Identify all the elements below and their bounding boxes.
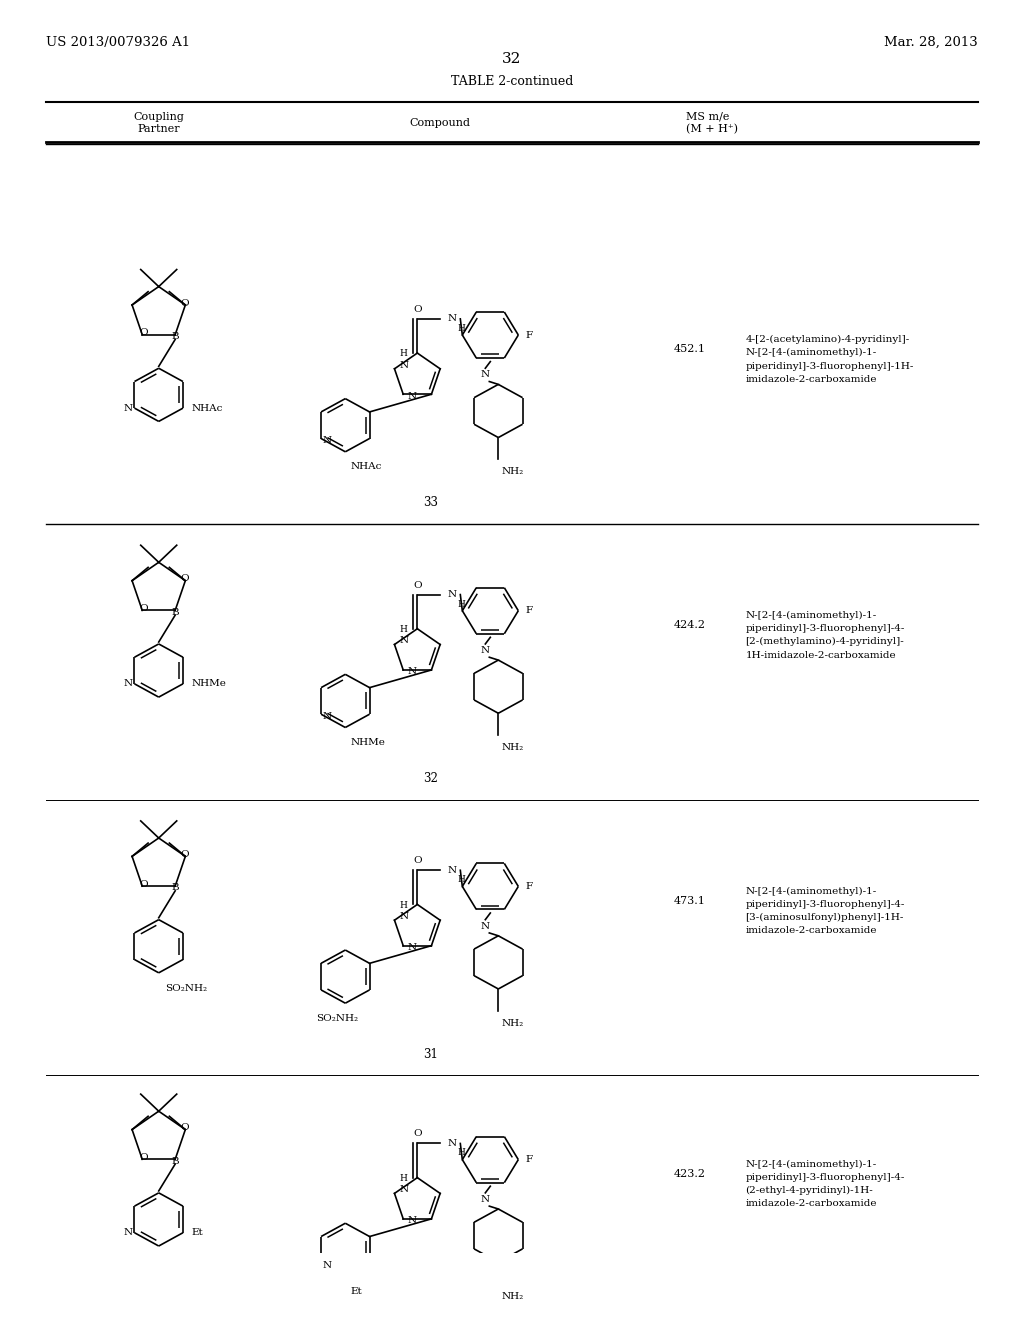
Text: O: O (139, 879, 147, 888)
Text: Partner: Partner (137, 124, 180, 135)
Text: 4-[2-(acetylamino)-4-pyridinyl]-: 4-[2-(acetylamino)-4-pyridinyl]- (745, 335, 909, 345)
Text: SO₂NH₂: SO₂NH₂ (316, 1014, 358, 1023)
Text: N: N (447, 314, 457, 323)
Text: N: N (408, 1216, 417, 1225)
Text: Mar. 28, 2013: Mar. 28, 2013 (884, 36, 978, 49)
Text: Compound: Compound (410, 117, 471, 128)
Text: O: O (180, 574, 188, 583)
Text: H: H (458, 875, 465, 884)
Text: H: H (399, 624, 408, 634)
Text: F: F (525, 606, 532, 615)
Text: N: N (124, 404, 133, 413)
Text: 32: 32 (423, 772, 437, 785)
Text: 33: 33 (423, 496, 438, 510)
Text: N: N (399, 636, 409, 645)
Text: N-[2-[4-(aminomethyl)-1-: N-[2-[4-(aminomethyl)-1- (745, 1160, 877, 1168)
Text: H: H (458, 1148, 465, 1158)
Text: O: O (413, 1130, 422, 1138)
Text: 424.2: 424.2 (674, 620, 706, 630)
Text: TABLE 2-continued: TABLE 2-continued (451, 75, 573, 88)
Text: NHAc: NHAc (191, 404, 223, 413)
Text: O: O (139, 605, 147, 612)
Text: 452.1: 452.1 (674, 345, 706, 354)
Text: N: N (408, 392, 417, 401)
Text: [2-(methylamino)-4-pyridinyl]-: [2-(methylamino)-4-pyridinyl]- (745, 638, 904, 647)
Text: B: B (171, 607, 179, 616)
Text: N: N (447, 1139, 457, 1148)
Text: N: N (408, 668, 417, 676)
Text: 423.2: 423.2 (674, 1170, 706, 1179)
Text: O: O (139, 329, 147, 338)
Text: imidazole-2-carboxamide: imidazole-2-carboxamide (745, 375, 877, 384)
Text: N: N (399, 912, 409, 921)
Text: N: N (480, 921, 489, 931)
Text: N: N (408, 942, 417, 952)
Text: NH₂: NH₂ (502, 743, 523, 752)
Text: N: N (480, 371, 489, 379)
Text: H: H (399, 900, 408, 909)
Text: N: N (399, 360, 409, 370)
Text: N: N (323, 436, 332, 445)
Text: piperidinyl]-3-fluorophenyl]-4-: piperidinyl]-3-fluorophenyl]-4- (745, 900, 905, 908)
Text: 32: 32 (503, 51, 521, 66)
Text: N: N (323, 711, 332, 721)
Text: NHMe: NHMe (191, 680, 226, 688)
Text: Et: Et (350, 1287, 362, 1296)
Text: imidazole-2-carboxamide: imidazole-2-carboxamide (745, 1200, 877, 1209)
Text: N: N (447, 866, 457, 875)
Text: [3-(aminosulfonyl)phenyl]-1H-: [3-(aminosulfonyl)phenyl]-1H- (745, 913, 904, 923)
Text: F: F (525, 330, 532, 339)
Text: piperidinyl]-3-fluorophenyl]-4-: piperidinyl]-3-fluorophenyl]-4- (745, 1173, 905, 1181)
Text: piperidinyl]-3-fluorophenyl]-1H-: piperidinyl]-3-fluorophenyl]-1H- (745, 362, 913, 371)
Text: N: N (323, 1261, 332, 1270)
Text: (M + H⁺): (M + H⁺) (686, 124, 738, 135)
Text: 31: 31 (423, 1048, 437, 1061)
Text: N-[2-[4-(aminomethyl)-1-: N-[2-[4-(aminomethyl)-1- (745, 348, 877, 358)
Text: NH₂: NH₂ (502, 1019, 523, 1028)
Text: NHMe: NHMe (350, 738, 385, 747)
Text: NHAc: NHAc (350, 462, 382, 471)
Text: N: N (124, 1228, 133, 1237)
Text: H: H (399, 348, 408, 358)
Text: N: N (480, 645, 489, 655)
Text: F: F (525, 882, 532, 891)
Text: H: H (458, 599, 465, 609)
Text: N-[2-[4-(aminomethyl)-1-: N-[2-[4-(aminomethyl)-1- (745, 611, 877, 620)
Text: piperidinyl]-3-fluorophenyl]-4-: piperidinyl]-3-fluorophenyl]-4- (745, 624, 905, 634)
Text: Coupling: Coupling (133, 112, 184, 121)
Text: O: O (180, 298, 188, 308)
Text: N: N (480, 1195, 489, 1204)
Text: N: N (399, 1185, 409, 1195)
Text: N: N (447, 590, 457, 599)
Text: O: O (413, 581, 422, 590)
Text: O: O (413, 305, 422, 314)
Text: O: O (139, 1152, 147, 1162)
Text: 1H-imidazole-2-carboxamide: 1H-imidazole-2-carboxamide (745, 651, 896, 660)
Text: O: O (180, 850, 188, 859)
Text: US 2013/0079326 A1: US 2013/0079326 A1 (46, 36, 190, 49)
Text: F: F (525, 1155, 532, 1164)
Text: H: H (458, 323, 465, 333)
Text: N-[2-[4-(aminomethyl)-1-: N-[2-[4-(aminomethyl)-1- (745, 887, 877, 895)
Text: Et: Et (191, 1228, 204, 1237)
Text: (2-ethyl-4-pyridinyl)-1H-: (2-ethyl-4-pyridinyl)-1H- (745, 1187, 873, 1196)
Text: N: N (124, 680, 133, 688)
Text: 473.1: 473.1 (674, 896, 706, 906)
Text: O: O (180, 1123, 188, 1133)
Text: SO₂NH₂: SO₂NH₂ (165, 983, 207, 993)
Text: NH₂: NH₂ (502, 1292, 523, 1300)
Text: B: B (171, 883, 179, 892)
Text: O: O (413, 857, 422, 866)
Text: MS m/e: MS m/e (686, 112, 729, 121)
Text: imidazole-2-carboxamide: imidazole-2-carboxamide (745, 927, 877, 936)
Text: H: H (399, 1173, 408, 1183)
Text: B: B (171, 1156, 179, 1166)
Text: NH₂: NH₂ (502, 467, 523, 477)
Text: B: B (171, 333, 179, 341)
